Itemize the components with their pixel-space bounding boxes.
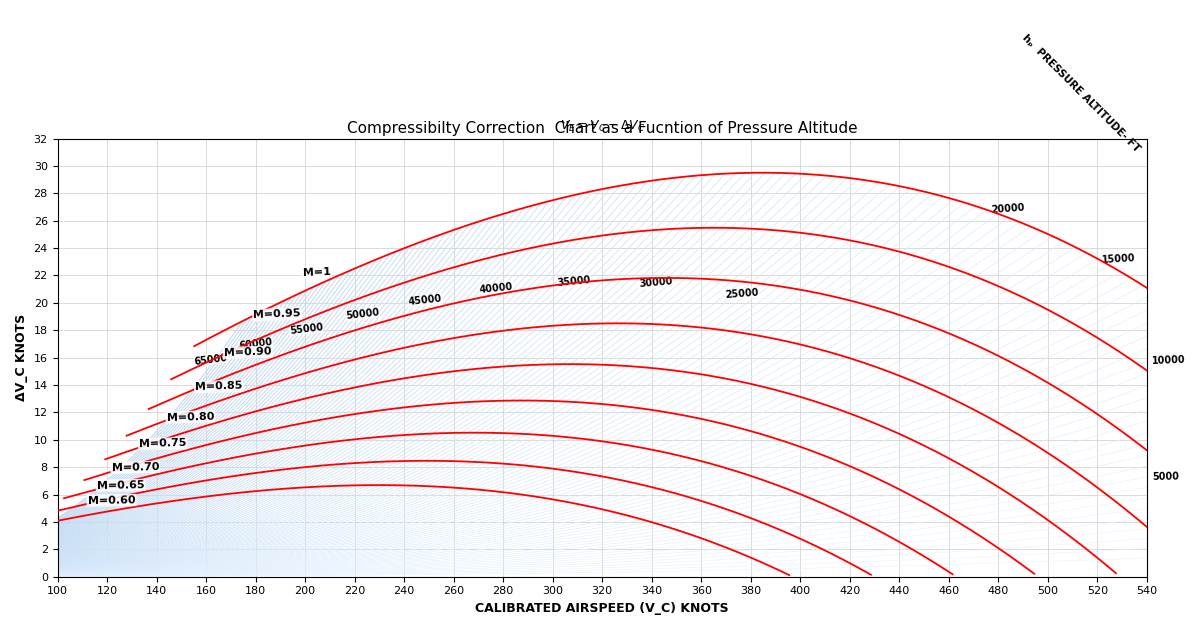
- Text: 65000: 65000: [193, 352, 228, 367]
- Text: 35000: 35000: [557, 275, 592, 288]
- Text: M=0.70: M=0.70: [112, 462, 160, 473]
- Text: 50000: 50000: [346, 307, 379, 321]
- Y-axis label: ΔV_C KNOTS: ΔV_C KNOTS: [14, 314, 28, 401]
- Text: M=0.90: M=0.90: [223, 346, 271, 358]
- Text: 25000: 25000: [725, 287, 758, 300]
- Text: M=0.95: M=0.95: [253, 309, 301, 320]
- Text: 5000: 5000: [1152, 471, 1178, 482]
- Text: $V_E = V_C - \Delta V_C$: $V_E = V_C - \Delta V_C$: [559, 119, 644, 134]
- Text: M=0.85: M=0.85: [194, 381, 242, 392]
- Text: M=1: M=1: [302, 266, 331, 278]
- Text: M=0.80: M=0.80: [167, 411, 215, 423]
- Title: Compressibilty Correction  Chart as a Fucntion of Pressure Altitude: Compressibilty Correction Chart as a Fuc…: [347, 121, 858, 136]
- Text: 55000: 55000: [289, 322, 324, 336]
- Text: M=0.65: M=0.65: [97, 480, 144, 491]
- Text: 60000: 60000: [239, 338, 274, 352]
- Text: 20000: 20000: [990, 203, 1025, 215]
- Text: M=0.60: M=0.60: [88, 495, 136, 506]
- Text: 10000: 10000: [1152, 355, 1186, 366]
- Text: 30000: 30000: [638, 277, 673, 289]
- X-axis label: CALIBRATED AIRSPEED (V_C) KNOTS: CALIBRATED AIRSPEED (V_C) KNOTS: [475, 602, 730, 615]
- Text: 15000: 15000: [1102, 253, 1135, 265]
- Text: M=0.75: M=0.75: [139, 438, 186, 449]
- Text: 40000: 40000: [479, 282, 514, 295]
- Text: hₚ  PRESSURE ALTITUDE- FT: hₚ PRESSURE ALTITUDE- FT: [1020, 33, 1141, 154]
- Text: 45000: 45000: [408, 294, 443, 307]
